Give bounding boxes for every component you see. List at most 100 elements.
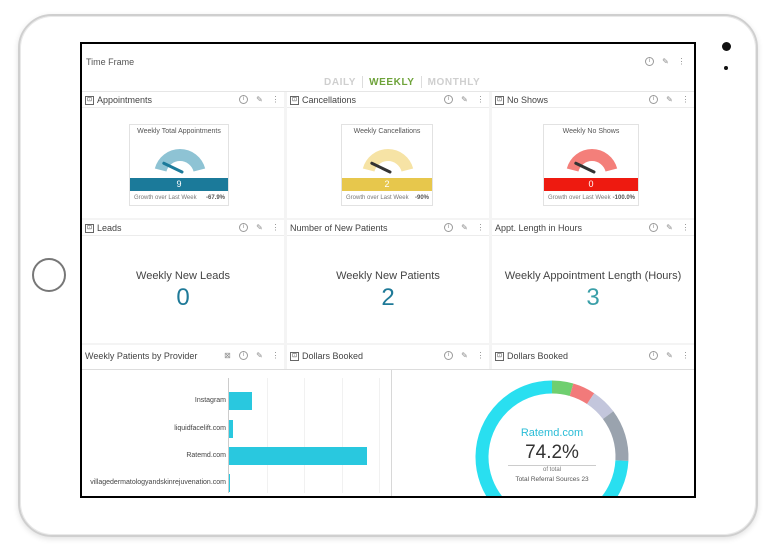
info-icon[interactable]: i bbox=[444, 223, 453, 232]
pencil-icon[interactable]: ✎ bbox=[666, 351, 673, 360]
pencil-icon[interactable]: ✎ bbox=[662, 57, 669, 66]
donut-slice[interactable] bbox=[551, 380, 574, 397]
stat-value: 3 bbox=[586, 284, 600, 311]
chart-icon: ⊡ bbox=[85, 223, 94, 233]
dashboard-screen: Time Frame i ✎ ⋮ DAILY WEEKLY MONTHLY ⊡ A… bbox=[80, 42, 696, 498]
pencil-icon[interactable]: ✎ bbox=[256, 223, 263, 232]
new-patients-widget: Number of New Patients i ✎ ⋮ Weekly New … bbox=[287, 220, 489, 343]
gauge-value: 9 bbox=[130, 178, 228, 191]
bar-grid-line bbox=[341, 378, 343, 493]
pencil-icon[interactable]: ✎ bbox=[461, 223, 468, 232]
more-vert-icon[interactable]: ⋮ bbox=[476, 351, 485, 360]
camera-icon bbox=[722, 42, 731, 51]
widget-title: Appt. Length in Hours bbox=[495, 223, 583, 233]
donut-slice[interactable] bbox=[475, 380, 629, 498]
time-frame-tools: i ✎ ⋮ bbox=[645, 57, 686, 66]
stat-label: Weekly Appointment Length (Hours) bbox=[504, 270, 682, 282]
pencil-icon[interactable]: ✎ bbox=[461, 95, 468, 104]
info-icon[interactable]: i bbox=[649, 351, 658, 360]
tab-daily[interactable]: DAILY bbox=[324, 76, 357, 88]
gauge-growth-label: Growth over Last Week bbox=[346, 195, 409, 201]
pencil-icon[interactable]: ✎ bbox=[256, 95, 263, 104]
stat-value: 2 bbox=[381, 284, 395, 311]
info-icon[interactable]: i bbox=[649, 95, 658, 104]
donut-center-value: 74.2% bbox=[525, 442, 579, 463]
donut-slice[interactable] bbox=[602, 411, 629, 461]
pencil-icon[interactable]: ✎ bbox=[666, 95, 673, 104]
referral-bar-chart: Instagram liquidfacelift.com Ratemd.com vil… bbox=[82, 370, 391, 496]
donut-slice[interactable] bbox=[569, 383, 595, 405]
no-shows-widget: ⊡ No Shows i ✎ ⋮ Weekly No Shows 0 Growth… bbox=[492, 92, 694, 218]
widget-title: Weekly Patients by Provider bbox=[85, 351, 198, 361]
gauge-arc-fill bbox=[362, 149, 414, 172]
more-vert-icon[interactable]: ⋮ bbox=[681, 95, 690, 104]
bar-category-label: Ratemd.com bbox=[186, 452, 226, 459]
stat-label: Weekly New Patients bbox=[336, 270, 440, 282]
bar-mark[interactable] bbox=[229, 447, 367, 465]
stat-value: 0 bbox=[176, 284, 190, 311]
info-icon[interactable]: i bbox=[239, 351, 248, 360]
patients-by-provider-widget: Weekly Patients by Provider ⊠ i ✎ ⋮ bbox=[82, 345, 284, 369]
bar-mark[interactable] bbox=[229, 474, 231, 492]
widget-title: Dollars Booked bbox=[507, 351, 569, 361]
more-vert-icon[interactable]: ⋮ bbox=[681, 351, 690, 360]
gauge-growth-value: -100.0% bbox=[612, 195, 635, 201]
tab-monthly[interactable]: MONTHLY bbox=[427, 76, 481, 88]
gauge-value: 0 bbox=[544, 178, 638, 191]
widget-header: ⊡ Cancellations i ✎ ⋮ bbox=[287, 92, 489, 108]
referral-donut-chart bbox=[475, 380, 629, 498]
gauge-value: 2 bbox=[342, 178, 432, 191]
pencil-icon[interactable]: ✎ bbox=[461, 351, 468, 360]
donut-total: Total Referral Sources 23 bbox=[502, 476, 602, 483]
gauge-card: Weekly Total Appointments 9 Growth over … bbox=[129, 124, 229, 206]
bar-category-label: villagedermatologyandskinrejuvenation.co… bbox=[90, 479, 226, 486]
gauge-arc bbox=[362, 149, 414, 174]
info-icon[interactable]: i bbox=[645, 57, 654, 66]
more-vert-icon[interactable]: ⋮ bbox=[476, 223, 485, 232]
bar-category-label: liquidfacelift.com bbox=[174, 425, 226, 432]
gauge-growth-label: Growth over Last Week bbox=[548, 195, 611, 201]
dollars-booked-widget: ⊡ Dollars Booked i ✎ ⋮ bbox=[287, 345, 489, 369]
more-vert-icon[interactable]: ⋮ bbox=[271, 223, 280, 232]
more-vert-icon[interactable]: ⋮ bbox=[271, 351, 280, 360]
widget-title: No Shows bbox=[507, 95, 549, 105]
more-vert-icon[interactable]: ⋮ bbox=[271, 95, 280, 104]
pencil-icon[interactable]: ✎ bbox=[666, 223, 673, 232]
bar-grid-line bbox=[304, 378, 305, 493]
referral-charts-panel: Instagram liquidfacelift.com Ratemd.com vil… bbox=[82, 369, 694, 496]
donut-slice[interactable] bbox=[586, 393, 614, 420]
info-icon[interactable]: i bbox=[239, 95, 248, 104]
dashboard-upper: Time Frame i ✎ ⋮ DAILY WEEKLY MONTHLY ⊡ A… bbox=[82, 44, 694, 369]
bar-mark[interactable] bbox=[229, 420, 233, 438]
bar-mark[interactable] bbox=[229, 392, 252, 410]
widget-title: Cancellations bbox=[302, 95, 357, 105]
more-vert-icon[interactable]: ⋮ bbox=[677, 57, 686, 66]
pencil-icon[interactable]: ✎ bbox=[256, 351, 263, 360]
bar-grid-line bbox=[379, 378, 380, 493]
gauge-card: Weekly No Shows 0 Growth over Last Week -… bbox=[543, 124, 639, 206]
info-icon[interactable]: i bbox=[444, 95, 453, 104]
collapse-icon[interactable]: ⊠ bbox=[224, 351, 231, 360]
appointments-widget: ⊡ Appointments i ✎ ⋮ Weekly Total Appoint… bbox=[82, 92, 284, 218]
gauge-needle bbox=[162, 161, 184, 174]
bar-axis bbox=[228, 378, 229, 493]
more-vert-icon[interactable]: ⋮ bbox=[476, 95, 485, 104]
leads-widget: ⊡ Leads i ✎ ⋮ Weekly New Leads 0 bbox=[82, 220, 284, 343]
donut-center-title: Ratemd.com bbox=[520, 427, 584, 439]
info-icon[interactable]: i bbox=[239, 223, 248, 232]
widget-header: ⊡ No Shows i ✎ ⋮ bbox=[492, 92, 694, 108]
widget-header: Appt. Length in Hours i ✎ ⋮ bbox=[492, 220, 694, 236]
gauge-needle bbox=[370, 161, 392, 174]
info-icon[interactable]: i bbox=[444, 351, 453, 360]
widget-title: Dollars Booked bbox=[302, 351, 364, 361]
appt-length-widget: Appt. Length in Hours i ✎ ⋮ Weekly Appoi… bbox=[492, 220, 694, 343]
more-vert-icon[interactable]: ⋮ bbox=[681, 223, 690, 232]
info-icon[interactable]: i bbox=[649, 223, 658, 232]
tab-weekly[interactable]: WEEKLY bbox=[369, 76, 415, 88]
widget-header: Number of New Patients i ✎ ⋮ bbox=[287, 220, 489, 236]
gauge-growth-value: -90% bbox=[414, 195, 429, 201]
gauge-growth-label: Growth over Last Week bbox=[134, 195, 197, 201]
time-frame-panel: Time Frame i ✎ ⋮ DAILY WEEKLY MONTHLY bbox=[82, 44, 694, 92]
gauge-label: Weekly Cancellations bbox=[353, 128, 421, 135]
home-button bbox=[32, 258, 66, 292]
